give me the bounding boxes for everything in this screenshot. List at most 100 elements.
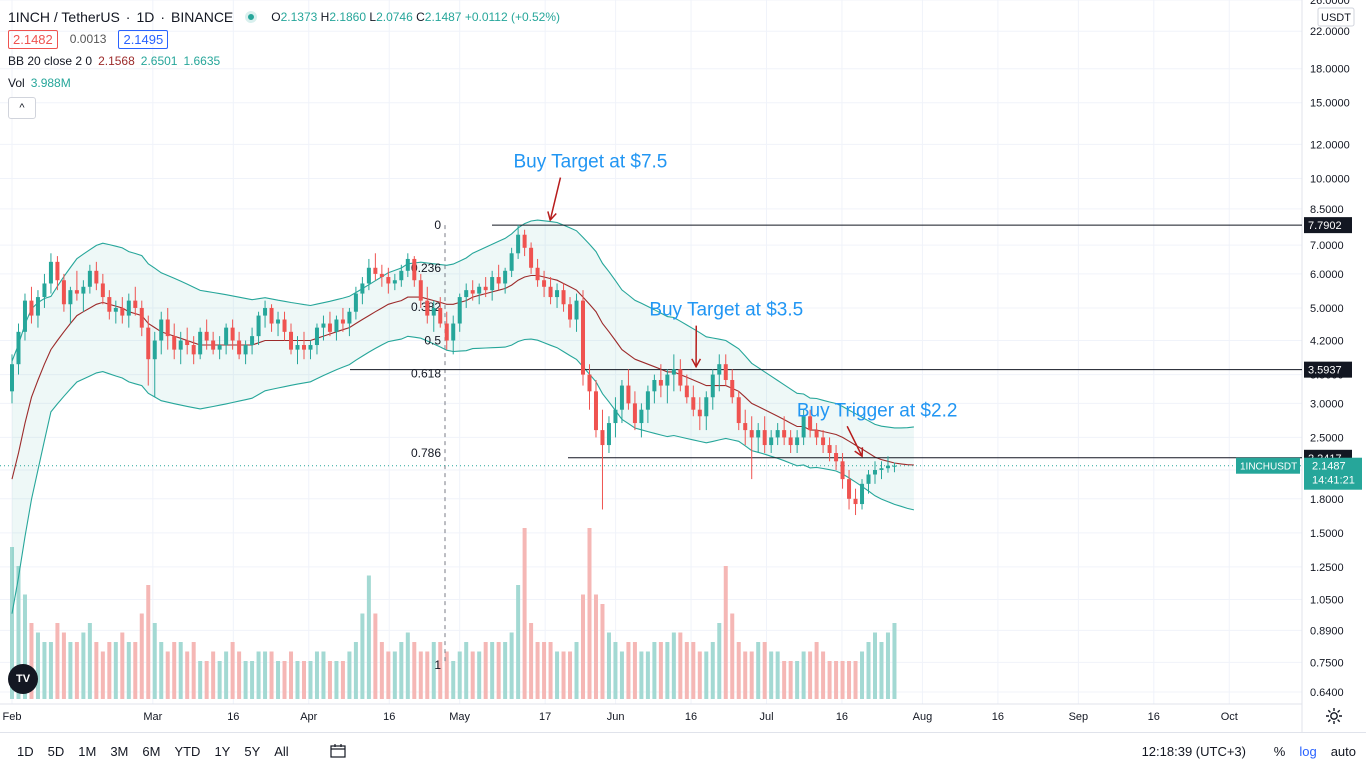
range-6m[interactable]: 6M <box>137 744 165 759</box>
candle-body <box>854 499 858 504</box>
volume-legend[interactable]: Vol 3.988M <box>8 72 560 94</box>
candle-body <box>652 380 656 391</box>
price-tick-label: 6.0000 <box>1310 269 1344 281</box>
volume-bar <box>360 614 364 700</box>
clock-timezone[interactable]: 12:18:39 (UTC+3) <box>1142 744 1246 759</box>
range-1m[interactable]: 1M <box>73 744 101 759</box>
interval-label[interactable]: 1D <box>136 9 154 25</box>
volume-bar <box>834 661 838 699</box>
buy-price-button[interactable]: 2.1495 <box>118 30 168 49</box>
price-label: 3.5937 <box>1308 365 1342 377</box>
candle-body <box>841 461 845 479</box>
volume-bar <box>367 576 371 700</box>
gear-icon[interactable] <box>1324 706 1344 726</box>
candle-body <box>386 277 390 283</box>
volume-bar <box>607 633 611 700</box>
candle-body <box>815 430 819 437</box>
volume-bar <box>49 642 53 699</box>
candle-body <box>789 437 793 445</box>
candle-body <box>776 430 780 437</box>
range-5y[interactable]: 5Y <box>239 744 265 759</box>
candle-body <box>146 328 150 360</box>
range-5d[interactable]: 5D <box>43 744 70 759</box>
candle-body <box>211 341 215 350</box>
time-tick-label: Oct <box>1221 711 1238 723</box>
volume-bar <box>114 642 118 699</box>
price-tick-label: 1.2500 <box>1310 562 1344 574</box>
volume-bar <box>347 652 351 700</box>
volume-bar <box>763 642 767 699</box>
volume-bar <box>795 661 799 699</box>
candle-body <box>231 328 235 341</box>
candle-body <box>308 345 312 350</box>
auto-scale-toggle[interactable]: auto <box>1331 744 1356 759</box>
candle-body <box>263 308 267 316</box>
price-tick-label: 1.8000 <box>1310 494 1344 506</box>
price-tick-label: 1.5000 <box>1310 528 1344 540</box>
range-1y[interactable]: 1Y <box>209 744 235 759</box>
volume-bar <box>510 633 514 700</box>
bb-lower-value: 1.6635 <box>183 54 220 68</box>
price-tick-label: 5.0000 <box>1310 303 1344 315</box>
volume-bar <box>380 642 384 699</box>
candle-body <box>127 301 131 316</box>
candle-body <box>633 403 637 423</box>
volume-bar <box>159 642 163 699</box>
candle-body <box>257 316 261 337</box>
volume-bar <box>42 642 46 699</box>
price-tick-label: 15.0000 <box>1310 98 1350 110</box>
last-price-label: 2.1487 <box>1312 461 1346 473</box>
volume-bar <box>192 642 196 699</box>
candle-body <box>516 235 520 254</box>
bollinger-legend[interactable]: BB 20 close 2 0 2.1568 2.6501 1.6635 <box>8 50 560 72</box>
volume-bar <box>471 652 475 700</box>
log-scale-toggle[interactable]: log <box>1299 744 1316 759</box>
candle-body <box>711 375 715 398</box>
exchange-label: BINANCE <box>171 9 233 25</box>
candle-body <box>276 320 280 324</box>
volume-bar <box>737 642 741 699</box>
candle-body <box>568 304 572 319</box>
tradingview-logo-icon[interactable]: TV <box>8 664 38 694</box>
volume-bar <box>237 652 241 700</box>
range-1d[interactable]: 1D <box>12 744 39 759</box>
fib-level-label: 0.618 <box>411 367 441 381</box>
volume-bar <box>244 661 248 699</box>
volume-bar <box>166 652 170 700</box>
price-tick-label: 12.0000 <box>1310 139 1350 151</box>
sell-price-button[interactable]: 2.1482 <box>8 30 58 49</box>
volume-bar <box>808 652 812 700</box>
fib-level-label: 0.5 <box>424 334 441 348</box>
volume-bar <box>867 642 871 699</box>
percent-scale-toggle[interactable]: % <box>1274 744 1286 759</box>
candle-body <box>179 341 183 350</box>
price-tick-label: 10.0000 <box>1310 173 1350 185</box>
volume-bar <box>620 652 624 700</box>
volume-bar <box>613 642 617 699</box>
symbol-name[interactable]: 1INCH / TetherUS <box>8 9 120 25</box>
range-3m[interactable]: 3M <box>105 744 133 759</box>
volume-bar <box>185 652 189 700</box>
volume-bar <box>821 652 825 700</box>
range-ytd[interactable]: YTD <box>169 744 205 759</box>
range-all[interactable]: All <box>269 744 293 759</box>
calendar-range-icon[interactable] <box>330 744 346 758</box>
volume-bar <box>55 623 59 699</box>
candle-body <box>477 287 481 294</box>
volume-bar <box>484 642 488 699</box>
collapse-legend-button[interactable]: ^ <box>8 97 36 119</box>
volume-bar <box>458 652 462 700</box>
volume-bar <box>575 642 579 699</box>
volume-bar <box>386 652 390 700</box>
volume-bar <box>639 652 643 700</box>
candle-body <box>834 453 838 461</box>
fib-level-label: 0 <box>434 218 441 232</box>
annotation-label: Buy Trigger at $2.2 <box>797 400 958 421</box>
time-tick-label: Apr <box>300 711 317 723</box>
candle-body <box>607 423 611 445</box>
candle-body <box>42 283 46 297</box>
candle-body <box>49 262 53 284</box>
volume-bar <box>101 652 105 700</box>
countdown-label: 14:41:21 <box>1312 475 1355 487</box>
price-tick-label: 7.0000 <box>1310 240 1344 252</box>
